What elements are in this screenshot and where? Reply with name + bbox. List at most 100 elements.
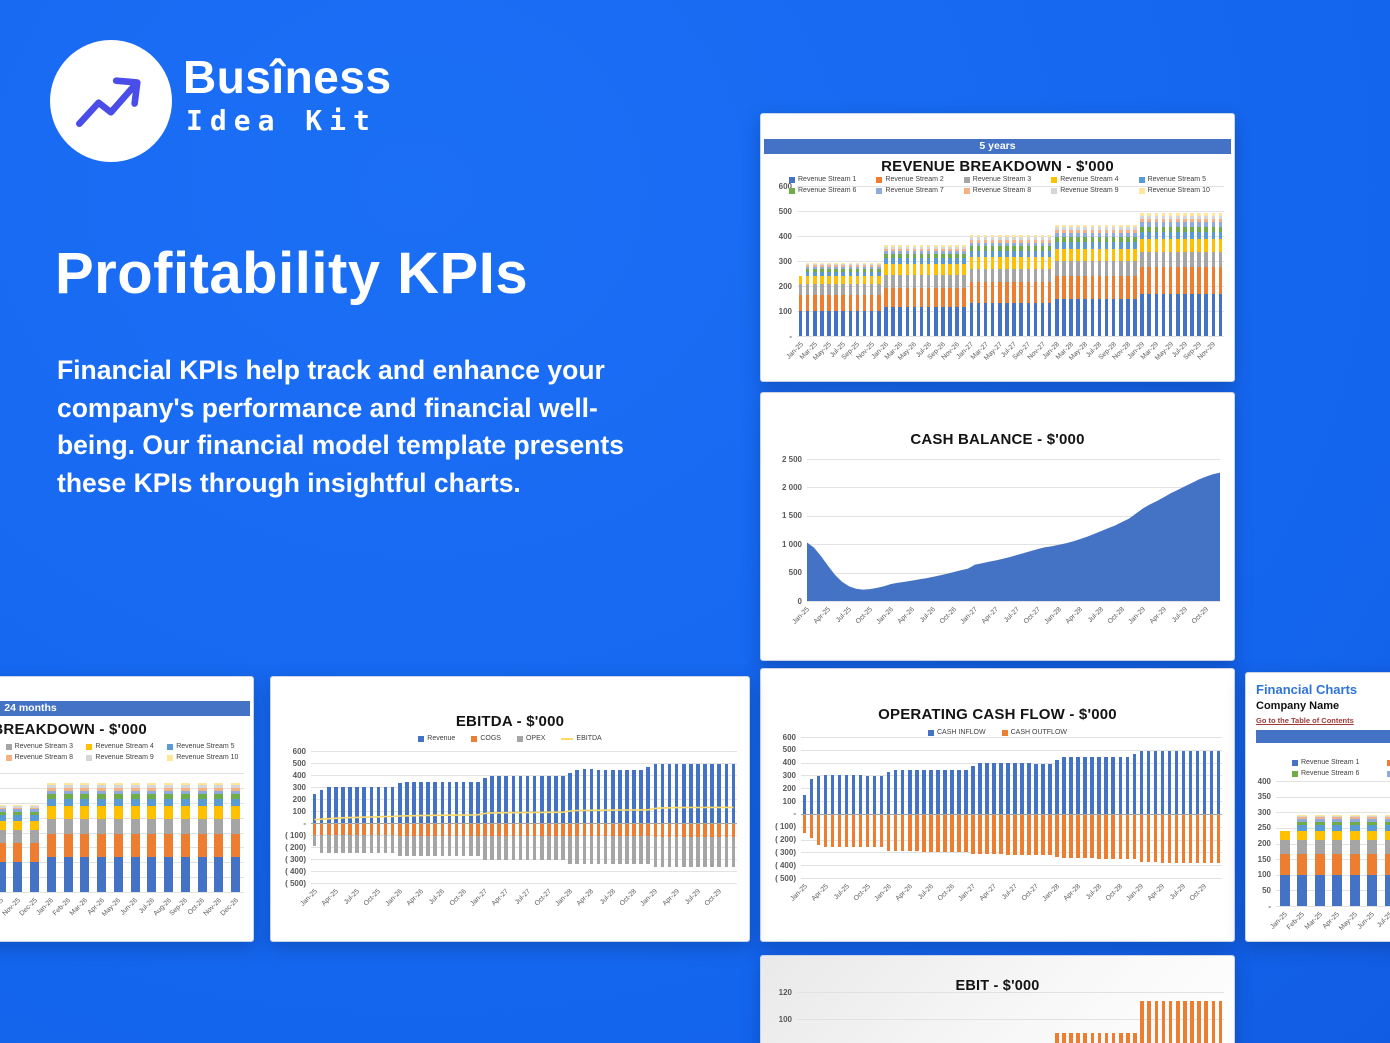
bar-segment: [497, 823, 501, 837]
bar-segment: [1175, 222, 1180, 227]
bar-segment: [1076, 756, 1080, 814]
legend-label: Revenue Stream 2: [885, 176, 944, 183]
bar-segment: [180, 818, 190, 835]
bar-segment: [46, 785, 56, 788]
bar-segment: [905, 287, 910, 307]
bar-segment: [1168, 239, 1173, 252]
chart-legend: Revenue COGS OPEX EBITDA: [271, 735, 749, 742]
bar-segment: [0, 842, 6, 863]
bar-segment: [1097, 229, 1102, 233]
bar-segment: [46, 856, 56, 892]
bar-segment: [214, 856, 224, 892]
bar-segment: [877, 271, 881, 276]
bar-segment: [962, 264, 966, 275]
bar-segment: [976, 282, 981, 303]
bar-segment: [820, 265, 824, 267]
bar-segment: [1183, 294, 1187, 336]
bar-segment: [1104, 249, 1109, 261]
bar-segment: [998, 282, 1002, 303]
table-of-contents-link[interactable]: Go to the Table of Contents: [1256, 716, 1354, 725]
bar-segment: [1054, 233, 1059, 237]
bar-segment: [1104, 229, 1109, 233]
bar-segment: [674, 836, 679, 868]
bar-segment: [397, 783, 402, 823]
bar-segment: [1140, 222, 1144, 227]
bar-segment: [858, 813, 863, 848]
bar-segment: [1197, 226, 1201, 232]
bar-segment: [1019, 282, 1023, 303]
bar-segment: [1126, 1032, 1130, 1043]
bar-segment: [1314, 874, 1325, 906]
bar-segment: [1012, 268, 1016, 283]
bar-segment: [30, 842, 40, 863]
bar-segment: [933, 251, 938, 254]
bar-segment: [610, 823, 615, 837]
bar-segment: [813, 266, 817, 269]
bar-segment: [1062, 233, 1066, 237]
bar-segment: [976, 242, 981, 247]
bar-segment: [926, 264, 931, 275]
bar-segment: [1154, 251, 1159, 268]
bar-segment: [1076, 242, 1080, 249]
bar-segment: [1006, 813, 1010, 855]
bar-segment: [646, 823, 651, 837]
bar-segment: [447, 823, 452, 836]
bar-segment: [1332, 816, 1343, 818]
bar-segment: [80, 785, 90, 788]
bar-segment: [214, 806, 224, 819]
bar-segment: [955, 258, 959, 264]
bar-segment: [689, 763, 693, 823]
bar-segment: [180, 799, 190, 807]
bar-segment: [1027, 813, 1031, 855]
bar-segment: [1183, 231, 1187, 240]
bar-segment: [147, 818, 157, 835]
bar-segment: [1175, 226, 1180, 232]
bar-segment: [80, 794, 90, 800]
bar-segment: [1218, 213, 1223, 216]
bar-segment: [1133, 298, 1137, 336]
bar-segment: [80, 783, 90, 786]
bar-segment: [962, 306, 966, 336]
bar-segment: [827, 265, 831, 267]
bar-segment: [214, 818, 224, 835]
bar-segment: [1190, 294, 1194, 336]
bar-segment: [639, 823, 643, 837]
bar-segment: [884, 244, 888, 247]
bar-segment: [891, 258, 895, 264]
gridline: [797, 286, 1224, 287]
bar-segment: [969, 235, 974, 238]
legend-swatch: [5, 743, 12, 750]
gridline: [801, 788, 1222, 790]
legend-item: Revenue Stream 9: [86, 754, 167, 761]
bar-segment: [1119, 227, 1123, 230]
bar-segment: [147, 783, 157, 786]
bar-segment: [1147, 226, 1152, 232]
bar-segment: [891, 251, 895, 254]
bar-segment: [1314, 825, 1325, 831]
bar-segment: [1195, 751, 1200, 814]
bar-segment: [1204, 226, 1208, 232]
bar-segment: [1367, 825, 1378, 831]
bar-segment: [589, 836, 594, 865]
bar-segment: [97, 794, 107, 800]
bar-segment: [582, 823, 587, 837]
bar-segment: [1005, 257, 1009, 269]
bar-segment: [1076, 276, 1080, 299]
revenue-breakdown-24m-chart: 40035030025020015010050-Jan-25Feb-25Mar-…: [0, 677, 253, 941]
bar-segment: [1161, 215, 1166, 219]
bar-segment: [1161, 213, 1166, 216]
bar-segment: [1069, 227, 1073, 230]
y-axis-tick: ( 500): [775, 873, 796, 883]
bar-segment: [97, 818, 107, 835]
bar-segment: [1168, 222, 1173, 227]
bar-segment: [962, 246, 966, 249]
bar-segment: [1367, 854, 1378, 875]
bar-segment: [97, 787, 107, 791]
bar-segment: [412, 781, 416, 823]
bar-segment: [891, 254, 895, 258]
bar-segment: [63, 787, 73, 791]
bar-segment: [862, 265, 867, 267]
bar-segment: [915, 813, 919, 852]
bar-segment: [962, 244, 966, 247]
